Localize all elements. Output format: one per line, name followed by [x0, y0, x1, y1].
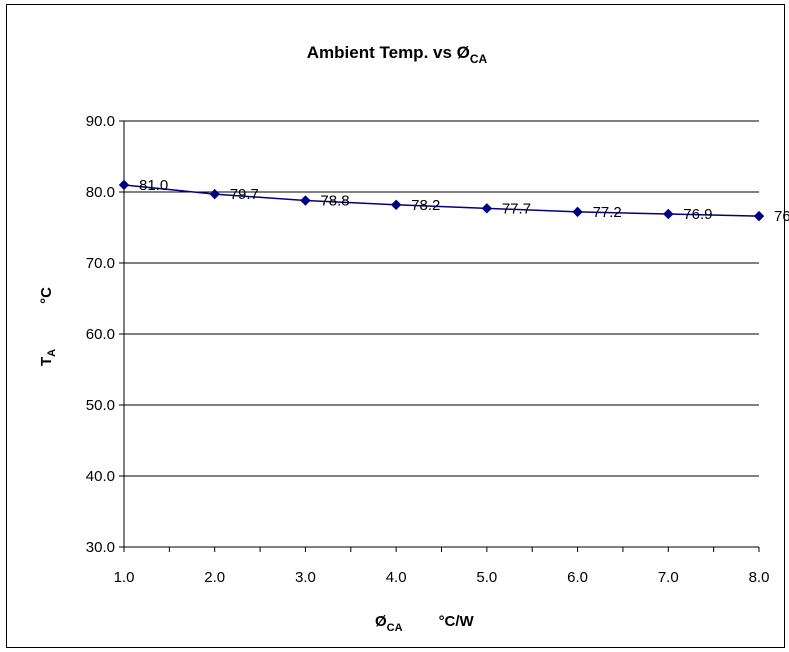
y-tick-label: 90.0	[86, 113, 115, 130]
data-label: 76.6	[774, 208, 789, 225]
x-tick-label: 5.0	[476, 569, 497, 586]
y-axis-label-subscript: A	[46, 349, 58, 357]
y-tick-label: 30.0	[86, 539, 115, 556]
plot-area: 30.0 40.0 50.0 60.0 70.0 80.0 90.0 1.0 2.0 3.0 4.0…	[86, 113, 789, 586]
data-label: 78.8	[320, 193, 349, 210]
data-label: 77.7	[502, 200, 531, 217]
x-tick-label: 7.0	[658, 569, 679, 586]
data-label: 78.2	[411, 197, 440, 214]
data-point-marker	[209, 188, 220, 200]
data-point-marker	[481, 203, 493, 214]
x-axis-label-unit: °C/W	[439, 613, 475, 630]
chart-frame	[6, 4, 785, 648]
x-tick-label: 1.0	[114, 569, 135, 586]
y-tick-label: 80.0	[86, 184, 115, 201]
x-tick-label: 2.0	[204, 569, 225, 586]
y-tick-label: 40.0	[86, 468, 115, 485]
y-axis-label-symbol: T	[38, 357, 55, 366]
series-line	[123, 184, 760, 217]
chart-title-subscript: CA	[470, 52, 488, 66]
y-axis-label-unit: °C	[38, 287, 55, 304]
data-point-marker	[572, 206, 583, 218]
x-tick-label: 3.0	[295, 569, 316, 586]
data-point-marker	[753, 210, 765, 222]
data-label: 79.7	[230, 186, 259, 203]
data-point-marker	[300, 195, 311, 206]
data-point-marker	[390, 199, 402, 210]
data-label: 77.2	[593, 204, 622, 221]
x-axis-label-subscript: CA	[387, 622, 403, 634]
data-label: 76.9	[683, 206, 712, 223]
y-tick-label: 70.0	[86, 255, 115, 272]
data-point-marker	[118, 179, 130, 191]
chart-title-main: Ambient Temp. vs Ø	[307, 43, 470, 62]
chart-title: Ambient Temp. vs ØCA	[307, 43, 488, 66]
y-axis-label: TA °C	[38, 287, 58, 366]
x-tick-label: 4.0	[386, 569, 407, 586]
y-tick-label: 60.0	[86, 326, 115, 343]
x-axis-label-symbol: Ø	[375, 613, 387, 630]
x-tick-label: 8.0	[749, 569, 770, 586]
x-tick-label: 6.0	[567, 569, 588, 586]
y-tick-label: 50.0	[86, 397, 115, 414]
x-axis-label: ØCA °C/W	[375, 613, 475, 634]
data-label: 81.0	[139, 177, 168, 194]
data-point-marker	[663, 208, 674, 220]
